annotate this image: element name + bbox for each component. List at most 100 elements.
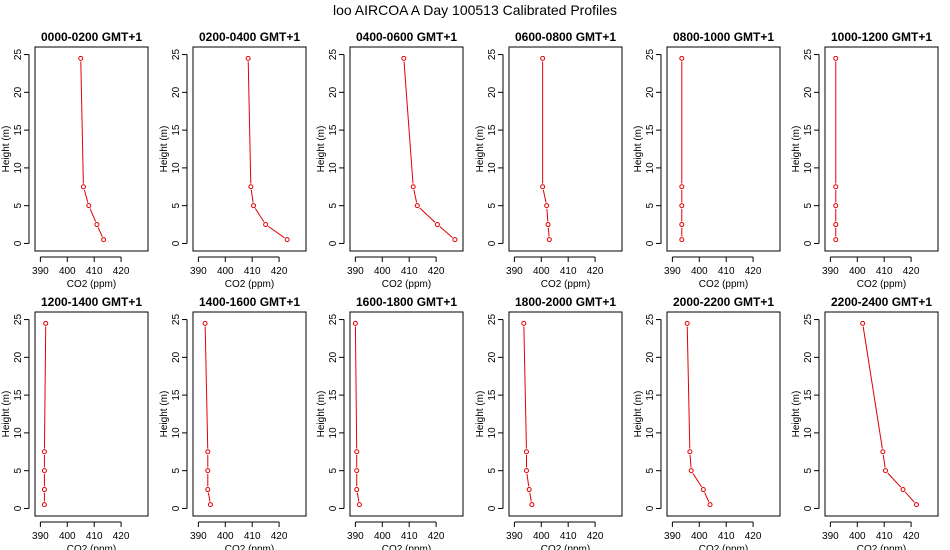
- data-point: [679, 237, 685, 243]
- x-axis-title: CO2 (ppm): [699, 544, 748, 550]
- plot-frame: [666, 311, 781, 517]
- y-tick-label: 25: [645, 49, 656, 61]
- x-axis-title: CO2 (ppm): [67, 544, 116, 550]
- data-point: [205, 468, 211, 474]
- profile-segment: [904, 491, 915, 503]
- x-tick-label: 410: [401, 531, 418, 542]
- x-tick-label: 390: [347, 531, 364, 542]
- plot-frame: [824, 46, 939, 252]
- plot-frame: [34, 311, 149, 517]
- data-point: [700, 487, 706, 493]
- data-point: [913, 502, 919, 508]
- profile-segment: [250, 189, 254, 203]
- panel-title: 2000-2200 GMT+1: [673, 295, 774, 309]
- y-tick-label: 20: [803, 86, 814, 98]
- y-tick-label: 15: [803, 124, 814, 136]
- data-point: [401, 55, 407, 61]
- profile-segment: [247, 61, 252, 184]
- x-tick-label: 390: [347, 266, 364, 277]
- y-tick-label: 25: [328, 314, 339, 326]
- data-point: [101, 237, 107, 243]
- y-tick-label: 0: [328, 505, 339, 511]
- data-point: [540, 184, 546, 190]
- data-point: [78, 55, 84, 61]
- page-title: loo AIRCOA A Day 100513 Calibrated Profi…: [332, 2, 618, 18]
- data-point: [41, 468, 47, 474]
- x-axis-title: CO2 (ppm): [857, 279, 906, 290]
- x-tick-label: 410: [876, 266, 893, 277]
- y-tick-label: 25: [803, 314, 814, 326]
- x-tick-label: 400: [849, 266, 866, 277]
- x-tick-label: 410: [244, 531, 261, 542]
- y-tick-label: 5: [328, 467, 339, 473]
- y-tick-label: 10: [328, 162, 339, 174]
- data-point: [352, 320, 358, 326]
- x-axis-title: CO2 (ppm): [67, 279, 116, 290]
- profile-segment: [862, 326, 883, 449]
- data-point: [354, 449, 360, 455]
- profile-segment: [547, 227, 550, 237]
- y-tick-label: 10: [171, 427, 182, 439]
- plot-frame: [192, 46, 307, 252]
- x-tick-label: 420: [587, 531, 604, 542]
- profile-segment: [419, 207, 436, 223]
- profile-segment: [204, 326, 209, 449]
- y-tick-label: 0: [13, 505, 24, 511]
- y-tick-label: 0: [803, 505, 814, 511]
- profile-panel: 0400-0600 GMT+1 390 400 410 420 CO2 (ppm) 0 5 10…: [316, 30, 464, 290]
- profile-panel: 0200-0400 GMT+1 390 400 410 420 CO2 (ppm) 0 5 10…: [159, 30, 307, 290]
- data-point: [94, 222, 100, 228]
- data-point: [546, 237, 552, 243]
- y-tick-label: 20: [645, 351, 656, 363]
- y-tick-label: 20: [487, 86, 498, 98]
- y-tick-label: 25: [803, 49, 814, 61]
- data-point: [356, 502, 362, 508]
- data-point: [544, 203, 550, 209]
- y-tick-label: 20: [328, 351, 339, 363]
- y-tick-label: 15: [487, 389, 498, 401]
- plot-frame: [34, 46, 149, 252]
- data-point: [679, 55, 685, 61]
- x-tick-label: 400: [533, 531, 550, 542]
- y-tick-label: 20: [328, 86, 339, 98]
- profile-panel: 2000-2200 GMT+1 390 400 410 420 CO2 (ppm) 0 5 10…: [633, 295, 781, 550]
- x-tick-label: 420: [745, 266, 762, 277]
- data-point: [434, 222, 440, 228]
- y-tick-label: 10: [171, 162, 182, 174]
- y-tick-label: 15: [645, 124, 656, 136]
- data-point: [687, 449, 693, 455]
- x-tick-label: 410: [718, 266, 735, 277]
- x-tick-label: 420: [428, 266, 445, 277]
- profile-segment: [267, 225, 285, 239]
- panel-title: 1600-1800 GMT+1: [356, 295, 457, 309]
- data-point: [43, 320, 49, 326]
- panel-title: 1000-1200 GMT+1: [831, 30, 932, 44]
- data-point: [883, 468, 889, 474]
- y-tick-label: 0: [487, 240, 498, 246]
- x-tick-label: 400: [217, 266, 234, 277]
- x-tick-label: 410: [876, 531, 893, 542]
- data-point: [414, 203, 420, 209]
- y-tick-label: 10: [328, 427, 339, 439]
- profile-segment: [413, 189, 418, 203]
- x-tick-label: 410: [718, 531, 735, 542]
- profile-panel: 1400-1600 GMT+1 390 400 410 420 CO2 (ppm) 0 5 10…: [159, 295, 307, 550]
- data-point: [880, 449, 886, 455]
- y-tick-label: 25: [487, 314, 498, 326]
- y-axis-title: Height (m): [633, 391, 644, 438]
- y-tick-label: 15: [13, 389, 24, 401]
- plot-frame: [508, 46, 623, 252]
- data-point: [523, 468, 529, 474]
- data-point: [41, 502, 47, 508]
- data-point: [833, 184, 839, 190]
- data-point: [679, 203, 685, 209]
- x-tick-label: 410: [244, 266, 261, 277]
- data-point: [521, 320, 527, 326]
- profile-segment: [704, 492, 710, 502]
- y-axis-title: Height (m): [791, 391, 802, 438]
- y-axis-title: Height (m): [159, 391, 170, 438]
- y-tick-label: 0: [645, 505, 656, 511]
- y-tick-label: 10: [645, 162, 656, 174]
- y-tick-label: 0: [803, 240, 814, 246]
